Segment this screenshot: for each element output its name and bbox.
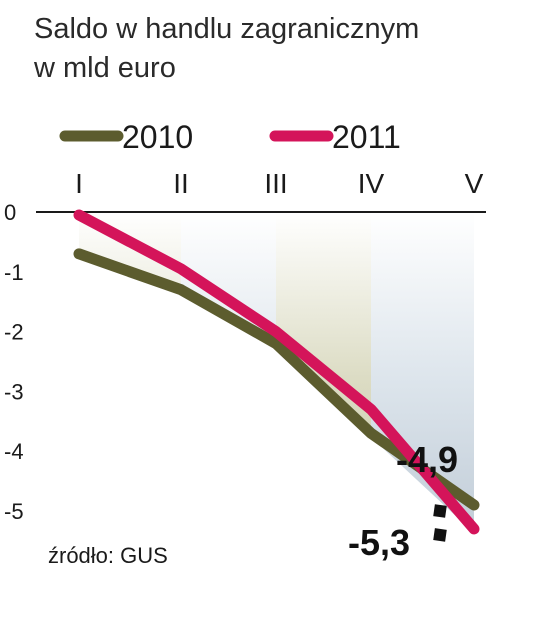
y-tick-label: 0	[4, 200, 16, 225]
y-tick-label: -5	[4, 499, 24, 524]
y-axis-ticks: 0 -1 -2 -3 -4 -5	[4, 200, 24, 524]
month-label-II: II	[173, 168, 189, 199]
y-tick-label: -2	[4, 320, 24, 345]
month-label-III: III	[264, 168, 287, 199]
y-tick-label: -1	[4, 260, 24, 285]
month-label-I: I	[75, 168, 83, 199]
end-markers	[433, 504, 447, 542]
series-line-2011	[73, 209, 480, 535]
month-bands	[79, 212, 474, 533]
end-marker-2010	[433, 504, 447, 518]
source-note: źródło: GUS	[48, 543, 168, 568]
data-label-2011: -5,3	[348, 522, 410, 563]
month-band-III	[276, 212, 371, 533]
legend: 2010 2011	[59, 119, 401, 155]
chart-subtitle: w mld euro	[33, 52, 176, 84]
legend-label-2011: 2011	[332, 119, 401, 155]
data-label-2010: -4,9	[396, 439, 458, 480]
y-tick-label: -3	[4, 379, 24, 404]
month-label-IV: IV	[358, 168, 385, 199]
end-marker-2011	[433, 528, 447, 542]
month-band-II	[181, 212, 276, 533]
legend-label-2010: 2010	[122, 119, 193, 155]
month-label-V: V	[465, 168, 484, 199]
y-tick-label: -4	[4, 439, 24, 464]
series-lines	[73, 209, 480, 535]
chart-title: Saldo w handlu zagranicznym	[34, 13, 419, 45]
month-labels: I II III IV V	[75, 168, 484, 199]
